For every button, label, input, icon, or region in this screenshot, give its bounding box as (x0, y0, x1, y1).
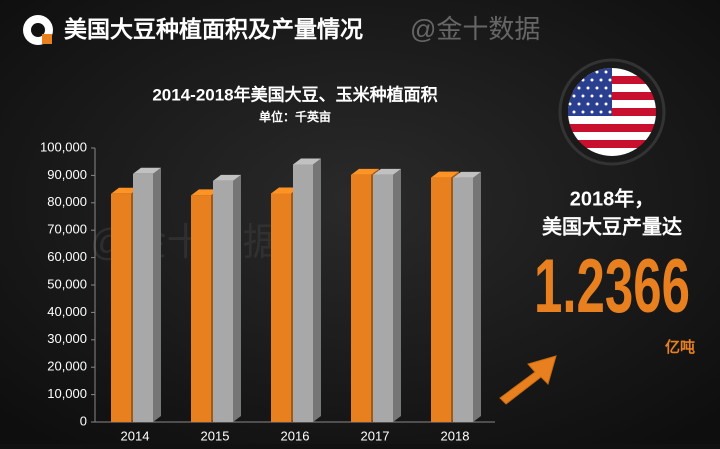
bar-top (293, 158, 321, 165)
bar (453, 177, 473, 422)
arrow (499, 355, 557, 405)
bar-side (153, 167, 161, 422)
flag-star (604, 86, 608, 90)
y-tick-label: 20,000 (47, 359, 87, 374)
header-title: 美国大豆种植面积及产量情况 (64, 16, 363, 42)
flag-star (581, 110, 585, 114)
callout-line: 美国大豆产量达 (542, 214, 682, 238)
flag-star (595, 102, 599, 106)
y-tick-label: 100,000 (40, 139, 87, 154)
flag-star (577, 102, 581, 106)
bar-top (133, 167, 161, 174)
x-tick-label: 2016 (281, 428, 310, 443)
y-tick-label: 30,000 (47, 331, 87, 346)
y-tick-label: 90,000 (47, 167, 87, 182)
flag-star (604, 102, 608, 106)
bar (191, 195, 211, 422)
flag-star (586, 86, 590, 90)
y-tick-label: 10,000 (47, 386, 87, 401)
flag-star (595, 86, 599, 90)
bar-top (351, 168, 379, 175)
chart-subtitle: 单位：千英亩 (259, 109, 331, 124)
flag-star (581, 94, 585, 98)
x-tick-label: 2018 (441, 428, 470, 443)
flag-stripe (568, 148, 656, 156)
bar (271, 193, 291, 422)
flag-star (604, 70, 608, 74)
watermark: @金十数据 (410, 14, 540, 44)
flag-stripe (568, 124, 656, 132)
flag-star (608, 78, 612, 82)
flag-star (608, 110, 612, 114)
y-tick-label: 50,000 (47, 276, 87, 291)
flag-stripe (568, 116, 656, 124)
flag-stripe (568, 140, 656, 148)
flag-star (590, 94, 594, 98)
bar-top (191, 189, 219, 196)
bar-side (393, 168, 401, 422)
flag-star (586, 102, 590, 106)
flag-star (599, 78, 603, 82)
bar-side (473, 171, 481, 422)
flag-star (599, 94, 603, 98)
bar-top (453, 171, 481, 178)
chart-title: 2014-2018年美国大豆、玉米种植面积 (152, 84, 437, 104)
callout-line: 2018年， (570, 186, 655, 210)
flag-stripe (568, 132, 656, 140)
y-tick-label: 0 (80, 413, 87, 428)
flag-star (568, 102, 572, 106)
bar-side (233, 174, 241, 422)
flag-star (590, 110, 594, 114)
bar (293, 164, 313, 422)
y-tick-label: 80,000 (47, 194, 87, 209)
x-tick-label: 2014 (121, 428, 150, 443)
flag-star (577, 86, 581, 90)
x-tick-label: 2015 (201, 428, 230, 443)
flag (558, 58, 666, 166)
bar (351, 174, 371, 422)
bar-side (313, 158, 321, 422)
bar (133, 173, 153, 422)
bar-top (213, 174, 241, 181)
y-tick-label: 60,000 (47, 249, 87, 264)
bar (373, 174, 393, 422)
bar (111, 193, 131, 422)
bar-top (271, 187, 299, 194)
bar-top (373, 168, 401, 175)
bar-top (431, 171, 459, 178)
bar (431, 177, 451, 422)
bar-top (111, 187, 139, 194)
x-tick-label: 2017 (361, 428, 390, 443)
callout-figure: 1.2366 (534, 244, 690, 329)
y-tick-label: 40,000 (47, 304, 87, 319)
flag-star (608, 94, 612, 98)
flag-star (572, 110, 576, 114)
flag-star (599, 110, 603, 114)
bar (213, 180, 233, 422)
logo (23, 15, 53, 45)
y-tick-label: 70,000 (47, 222, 87, 237)
flag-star (572, 94, 576, 98)
flag-star (595, 70, 599, 74)
flag-star (590, 78, 594, 82)
callout-unit: 亿吨 (665, 338, 695, 356)
